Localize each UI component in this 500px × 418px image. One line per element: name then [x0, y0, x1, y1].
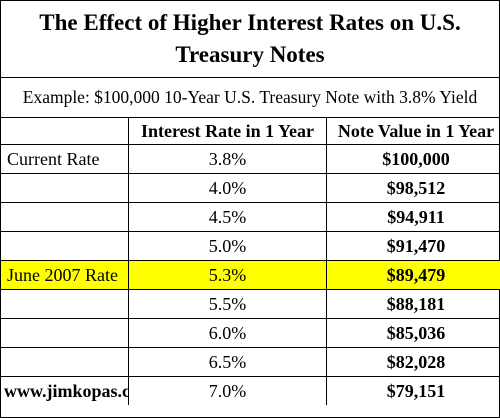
page-title: The Effect of Higher Interest Rates on U…	[1, 1, 499, 78]
header-cell-value: Note Value in 1 Year	[337, 120, 495, 141]
header-cell-label	[1, 118, 129, 145]
interest-rate-cell: 6.0%	[128, 318, 327, 348]
table-row: 5.5% $88,181	[1, 289, 500, 319]
note-value-cell: $98,512	[326, 173, 500, 203]
interest-rate-cell: 5.3%	[128, 260, 327, 290]
row-label: June 2007 Rate	[1, 260, 129, 290]
table-row: 6.5% $82,028	[1, 347, 500, 377]
interest-rate-cell: 7.0%	[128, 376, 327, 405]
row-label	[1, 289, 129, 319]
note-value-cell: $88,181	[326, 289, 500, 319]
interest-rate-cell: 4.5%	[128, 202, 327, 232]
note-value-cell: $100,000	[326, 144, 500, 174]
example-caption: Example: $100,000 10-Year U.S. Treasury …	[1, 78, 499, 118]
note-value-cell: $89,479	[326, 260, 500, 290]
rate-table: Interest Rate in 1 Year Note Value in 1 …	[1, 118, 500, 405]
table-row: 4.5% $94,911	[1, 202, 500, 232]
interest-rate-cell: 5.0%	[128, 231, 327, 261]
interest-rate-cell: 4.0%	[128, 173, 327, 203]
note-value-cell: $91,470	[326, 231, 500, 261]
highlighted-row: June 2007 Rate 5.3% $89,479	[1, 260, 500, 290]
website-label: www.jimkopas.com	[1, 376, 129, 405]
note-value-cell: $85,036	[326, 318, 500, 348]
header-cell-rate: Interest Rate in 1 Year	[128, 118, 327, 145]
table-row: 4.0% $98,512	[1, 173, 500, 203]
note-value-cell: $79,151	[326, 376, 500, 405]
interest-rate-cell: 3.8%	[128, 144, 327, 174]
table-row: 6.0% $85,036	[1, 318, 500, 348]
note-value-cell: $82,028	[326, 347, 500, 377]
row-label	[1, 231, 129, 261]
table-row: 5.0% $91,470	[1, 231, 500, 261]
header-row: Interest Rate in 1 Year Note Value in 1 …	[1, 118, 500, 145]
row-label	[1, 318, 129, 348]
row-label	[1, 347, 129, 377]
row-label	[1, 173, 129, 203]
table-row: www.jimkopas.com 7.0% $79,151	[1, 376, 500, 405]
row-label: Current Rate	[1, 144, 129, 174]
row-label	[1, 202, 129, 232]
table-row: Current Rate 3.8% $100,000	[1, 144, 500, 174]
note-value-cell: $94,911	[326, 202, 500, 232]
interest-rate-cell: 6.5%	[128, 347, 327, 377]
interest-rate-cell: 5.5%	[128, 289, 327, 319]
